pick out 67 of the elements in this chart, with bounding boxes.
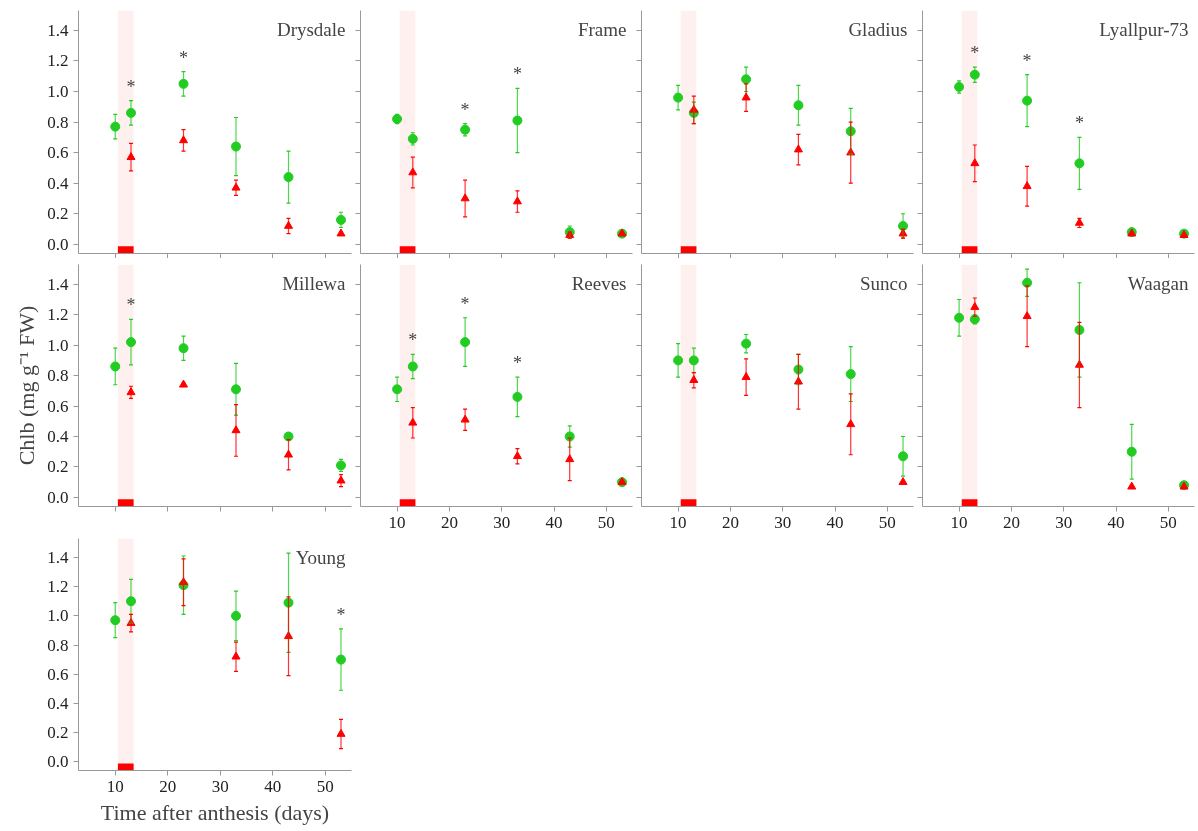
x-tick-label: 10 xyxy=(669,512,687,532)
y-tick-label: 1.2 xyxy=(47,51,69,71)
y-tick-label: 1.2 xyxy=(47,577,69,597)
annotation: * xyxy=(126,76,136,97)
y-tick-label: 0.2 xyxy=(47,204,69,224)
annotation: * xyxy=(460,99,470,120)
x-tick-label: 30 xyxy=(211,776,229,796)
annotation: * xyxy=(126,295,136,316)
y-tick-label: 1.0 xyxy=(47,335,69,355)
x-tick-label: 20 xyxy=(440,512,458,532)
chart-title: Waagan xyxy=(1127,272,1189,294)
y-tick-label: 1.4 xyxy=(47,20,69,40)
y-tick-label: 1.4 xyxy=(47,547,69,567)
y-tick-label: 1.0 xyxy=(47,82,69,101)
chart-title: Lyallpur-73 xyxy=(1099,18,1189,40)
y-tick-label: 0.0 xyxy=(47,487,69,507)
y-tick-label: 1.4 xyxy=(47,274,69,294)
y-tick-label: 0.8 xyxy=(47,112,69,132)
chart-title: Millewa xyxy=(282,272,347,294)
y-tick-label: 1.0 xyxy=(47,606,69,626)
y-tick-label: 0.4 xyxy=(47,693,69,713)
chart-title: Gladius xyxy=(848,18,908,40)
x-tick-label: 40 xyxy=(826,512,844,532)
y-axis-title: Chlb (mg g⁻¹ FW) xyxy=(14,305,40,466)
chart-title: Frame xyxy=(577,18,627,40)
y-tick-label: 0.0 xyxy=(47,752,69,772)
chart-title: Sunco xyxy=(860,272,908,294)
x-tick-label: 30 xyxy=(493,512,511,532)
annotation: * xyxy=(408,330,418,351)
x-axis-title: Time after anthesis (days) xyxy=(100,799,330,825)
x-tick-label: 10 xyxy=(950,512,968,532)
annotation: * xyxy=(1074,113,1084,134)
x-tick-label: 40 xyxy=(545,512,563,532)
annotation: * xyxy=(512,64,522,85)
x-tick-label: 30 xyxy=(1055,512,1073,532)
y-tick-label: 0.6 xyxy=(47,396,69,416)
y-tick-label: 0.6 xyxy=(47,664,69,684)
x-tick-label: 40 xyxy=(1107,512,1125,532)
y-tick-label: 0.8 xyxy=(47,635,69,655)
x-tick-label: 50 xyxy=(1159,512,1177,532)
x-tick-label: 20 xyxy=(721,512,739,532)
annotation: * xyxy=(336,604,346,625)
x-tick-label: 10 xyxy=(388,512,406,532)
x-tick-label: 50 xyxy=(878,512,896,532)
annotation: * xyxy=(460,293,470,314)
annotation: * xyxy=(1022,50,1032,71)
x-tick-label: 50 xyxy=(597,512,615,532)
x-tick-label: 20 xyxy=(159,776,177,796)
y-tick-label: 0.4 xyxy=(47,173,69,193)
y-tick-label: 0.4 xyxy=(47,426,69,446)
chart-title: Young xyxy=(295,546,346,568)
x-tick-label: 20 xyxy=(1002,512,1020,532)
y-tick-label: 0.2 xyxy=(47,723,69,743)
y-tick-label: 0.8 xyxy=(47,366,69,386)
chart-title: Reeves xyxy=(571,272,627,294)
x-tick-label: 40 xyxy=(264,776,282,796)
y-tick-label: 1.2 xyxy=(47,305,69,325)
annotation: * xyxy=(512,353,522,374)
x-tick-label: 10 xyxy=(106,776,124,796)
y-tick-label: 0.2 xyxy=(47,457,69,477)
x-tick-label: 30 xyxy=(774,512,792,532)
y-tick-label: 0.6 xyxy=(47,143,69,163)
chart-title: Drysdale xyxy=(276,18,346,40)
y-tick-label: 0.0 xyxy=(47,234,69,254)
annotation: * xyxy=(970,43,980,64)
x-tick-label: 50 xyxy=(316,776,334,796)
annotation: * xyxy=(179,47,188,68)
